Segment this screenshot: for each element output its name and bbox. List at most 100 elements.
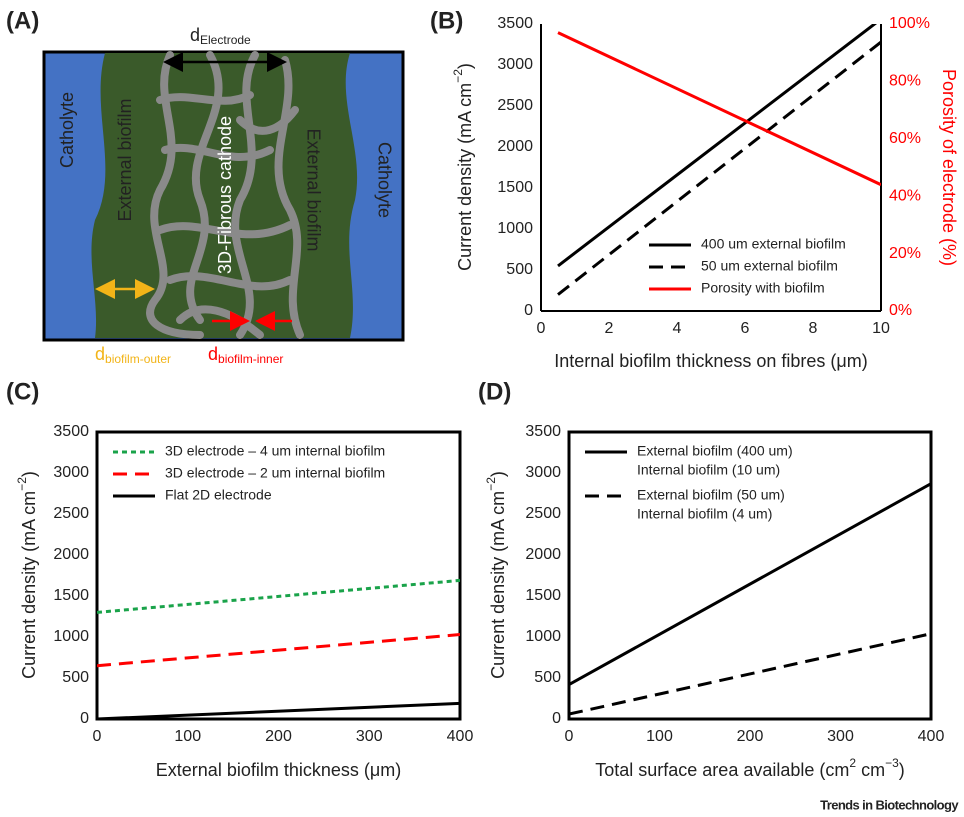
title-part: Porosity of electrode (%) bbox=[939, 69, 959, 266]
axis-title: Current density (mA cm−2) bbox=[15, 471, 39, 679]
axis-title: Internal biofilm thickness on fibres (μm… bbox=[554, 351, 867, 371]
legend-label: External biofilm (50 um) bbox=[637, 487, 785, 503]
y-tick-label: 1000 bbox=[53, 628, 89, 645]
y-tick-label: 2500 bbox=[497, 97, 533, 114]
axis-title: Current density (mA cm−2) bbox=[451, 63, 475, 271]
legend-label: Flat 2D electrode bbox=[165, 487, 272, 503]
axis-title: Current density (mA cm−2) bbox=[484, 471, 508, 679]
symbol: d bbox=[190, 25, 200, 45]
x-tick-label: 400 bbox=[918, 728, 945, 745]
fibres bbox=[146, 51, 304, 339]
superscript: −3 bbox=[885, 756, 899, 770]
cathode-label: 3D-Fibrous cathode bbox=[215, 116, 235, 274]
legend-label: Porosity with biofilm bbox=[701, 280, 825, 296]
series-line bbox=[97, 701, 460, 719]
x-tick-label: 300 bbox=[356, 728, 383, 745]
x-tick-label: 4 bbox=[673, 320, 682, 337]
y-tick-label: 2500 bbox=[525, 505, 561, 522]
x-tick-label: 0 bbox=[537, 320, 546, 337]
superscript: −2 bbox=[451, 69, 465, 83]
title-part: Current density (mA cm bbox=[488, 491, 508, 679]
x-tick-label: 0 bbox=[565, 728, 574, 745]
superscript: 2 bbox=[849, 756, 856, 770]
legend-label: Internal biofilm (10 um) bbox=[637, 462, 780, 478]
y-tick-label: 0 bbox=[80, 710, 89, 727]
catholyte-label: Catholyte bbox=[57, 92, 77, 168]
x-tick-label: 200 bbox=[265, 728, 292, 745]
y-tick-label: 3000 bbox=[497, 56, 533, 73]
series-line bbox=[97, 578, 460, 614]
title-part: ) bbox=[455, 63, 475, 69]
x-tick-label: 100 bbox=[646, 728, 673, 745]
legend-label: 50 um external biofilm bbox=[701, 258, 838, 274]
y-tick-label: 3500 bbox=[525, 423, 561, 440]
x-tick-label: 6 bbox=[741, 320, 750, 337]
x-tick-label: 10 bbox=[872, 320, 890, 337]
legend-label: 3D electrode – 4 um internal biofilm bbox=[165, 443, 385, 459]
panel-label: (B) bbox=[430, 7, 463, 34]
plot-frame bbox=[567, 430, 933, 721]
panel-label: (D) bbox=[478, 378, 511, 405]
x-tick-label: 400 bbox=[447, 728, 474, 745]
y-tick-label: 1500 bbox=[53, 587, 89, 604]
title-part: ) bbox=[19, 471, 39, 477]
x-tick-label: 200 bbox=[737, 728, 764, 745]
series-line bbox=[557, 31, 881, 187]
y-tick-label: 2000 bbox=[525, 546, 561, 563]
footer: Trends in Biotechnology bbox=[820, 797, 959, 812]
d-inner-label: dbiofilm-inner bbox=[208, 344, 283, 366]
panel-a: Catholyte Catholyte External biofilm Ext… bbox=[6, 7, 405, 366]
x-tick-label: 0 bbox=[93, 728, 102, 745]
axis-title: External biofilm thickness (μm) bbox=[156, 760, 401, 780]
y2-tick-label: 20% bbox=[889, 245, 921, 262]
legend-label: 400 um external biofilm bbox=[701, 236, 846, 252]
plot-frame bbox=[95, 430, 462, 721]
legend-label: Internal biofilm (4 um) bbox=[637, 506, 772, 522]
y2-tick-label: 60% bbox=[889, 130, 921, 147]
series-line bbox=[557, 24, 878, 268]
y-tick-label: 500 bbox=[506, 261, 533, 278]
y2-tick-label: 0% bbox=[889, 302, 912, 319]
title-part: ) bbox=[488, 471, 508, 477]
y-tick-label: 3500 bbox=[497, 15, 533, 32]
y-tick-label: 3000 bbox=[525, 464, 561, 481]
superscript: −2 bbox=[15, 477, 29, 491]
symbol: d bbox=[95, 344, 105, 364]
title-part: ) bbox=[899, 760, 905, 780]
title-part: External biofilm thickness (μm) bbox=[156, 760, 401, 780]
biofilm-label: External biofilm bbox=[115, 98, 135, 221]
x-tick-label: 100 bbox=[174, 728, 201, 745]
title-part: Current density (mA cm bbox=[455, 83, 475, 271]
y-tick-label: 0 bbox=[524, 302, 533, 319]
biofilm-label: External biofilm bbox=[303, 128, 323, 251]
biofilm bbox=[91, 53, 358, 338]
axis-title: Total surface area available (cm2 cm−3) bbox=[595, 756, 905, 780]
title-part: Current density (mA cm bbox=[19, 491, 39, 679]
d-outer-label: dbiofilm-outer bbox=[95, 344, 171, 366]
title-part: Internal biofilm thickness on fibres (μm… bbox=[554, 351, 867, 371]
y-tick-label: 500 bbox=[534, 669, 561, 686]
y2-tick-label: 100% bbox=[889, 15, 930, 32]
x-tick-label: 2 bbox=[605, 320, 614, 337]
x-tick-label: 300 bbox=[827, 728, 854, 745]
subscript: Electrode bbox=[200, 33, 251, 47]
y-tick-label: 2000 bbox=[53, 546, 89, 563]
title-part: Total surface area available (cm bbox=[595, 760, 849, 780]
axis-title: Porosity of electrode (%) bbox=[939, 69, 959, 266]
title-part: cm bbox=[856, 760, 885, 780]
y-tick-label: 1500 bbox=[497, 179, 533, 196]
y-tick-label: 0 bbox=[552, 710, 561, 727]
y-tick-label: 1000 bbox=[497, 220, 533, 237]
series-line bbox=[97, 633, 460, 668]
legend-label: External biofilm (400 um) bbox=[637, 443, 793, 459]
y2-tick-label: 80% bbox=[889, 73, 921, 90]
series-line bbox=[557, 40, 881, 296]
panel-label: (A) bbox=[6, 7, 39, 34]
series-line bbox=[569, 632, 931, 716]
subscript: biofilm-inner bbox=[218, 352, 283, 366]
d-electrode-label: dElectrode bbox=[190, 25, 251, 47]
symbol: d bbox=[208, 344, 218, 364]
y-tick-label: 2500 bbox=[53, 505, 89, 522]
y2-tick-label: 40% bbox=[889, 187, 921, 204]
